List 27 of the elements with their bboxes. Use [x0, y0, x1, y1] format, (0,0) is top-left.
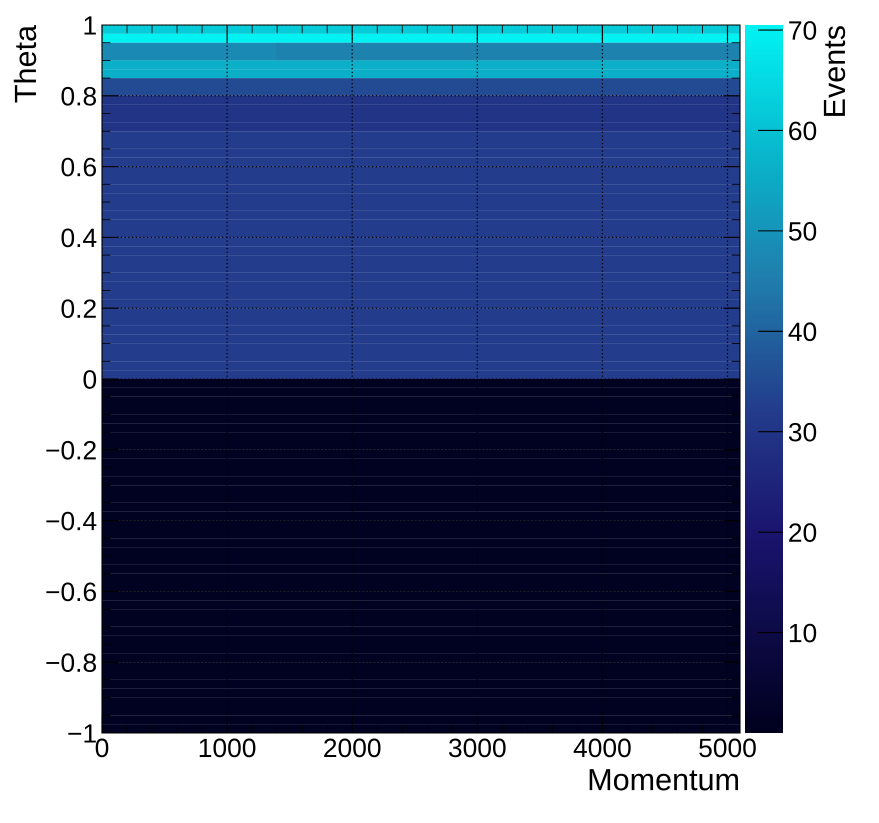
x-tick-label: 1000: [200, 738, 256, 758]
y-tick-label: −0.2: [46, 440, 96, 460]
x-tick-label: 3000: [448, 738, 506, 758]
color-bar-label: 60: [789, 122, 816, 140]
x-tick-label: 4000: [574, 738, 631, 758]
y-tick-label: 1: [84, 16, 96, 35]
color-bar-label: 20: [789, 523, 816, 542]
y-tick-label: −0.8: [46, 653, 96, 672]
x-tick-label: 2000: [324, 738, 381, 758]
color-bar-label: 30: [788, 422, 816, 442]
y-tick-label: −0.4: [46, 512, 96, 530]
y-tick-label: −1: [68, 724, 96, 743]
y-tick-label: 0.6: [61, 158, 96, 176]
y-axis-title: Theta: [14, 24, 36, 102]
y-tick-label: 0: [83, 370, 96, 389]
y-tick-label: −0.6: [46, 582, 96, 602]
x-axis-title: Momentum: [590, 769, 738, 790]
color-bar-label: 70: [789, 21, 816, 40]
color-bar-label: 50: [788, 222, 816, 241]
y-tick-label: 0.8: [61, 86, 96, 106]
y-tick-label: 0.2: [61, 299, 96, 318]
color-bar-label: 10: [790, 624, 816, 642]
color-bar-title: Events: [824, 26, 846, 116]
y-tick-label: 0.4: [61, 228, 96, 248]
x-tick-label: 5000: [699, 738, 756, 758]
color-bar-label: 40: [788, 322, 816, 342]
x-tick-label: 0: [96, 738, 108, 758]
